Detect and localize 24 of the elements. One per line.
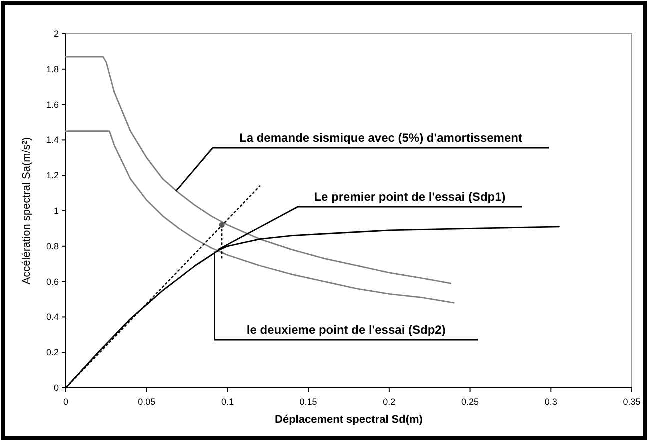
x-axis-title: Déplacement spectral Sd(m) <box>275 414 424 426</box>
annotation: Le premier point de l'essai (Sdp1) <box>314 190 506 204</box>
annotation: La demande sismique avec (5%) d'amortissement <box>240 131 522 145</box>
y-tick-label: 1.8 <box>46 64 59 74</box>
x-tick-label: 0.35 <box>623 397 641 407</box>
y-tick-label: 1 <box>54 206 59 216</box>
y-tick-label: 0.6 <box>46 276 59 287</box>
y-tick-label: 2 <box>54 29 59 39</box>
x-tick-label: 0.05 <box>138 397 156 407</box>
x-tick-label: 0.15 <box>300 397 318 407</box>
annotation: le deuxieme point de l'essai (Sdp2) <box>246 323 446 337</box>
y-tick-label: 1.4 <box>46 135 59 146</box>
y-tick-label: 1.6 <box>46 100 59 110</box>
y-tick-label: 0 <box>54 383 59 393</box>
x-tick-label: 0 <box>63 397 69 407</box>
y-tick-label: 0.4 <box>46 312 59 322</box>
x-tick-label: 0.2 <box>383 397 396 407</box>
y-tick-label: 0.8 <box>46 241 59 252</box>
y-axis-title: Accélération spectral Sa(m/s²) <box>21 137 33 285</box>
x-tick-label: 0.1 <box>221 397 234 407</box>
y-tick-label: 1.2 <box>46 170 59 181</box>
y-tick-label: 0.2 <box>46 348 59 358</box>
x-tick-label: 0.25 <box>462 397 480 407</box>
x-tick-label: 0.3 <box>544 397 558 407</box>
